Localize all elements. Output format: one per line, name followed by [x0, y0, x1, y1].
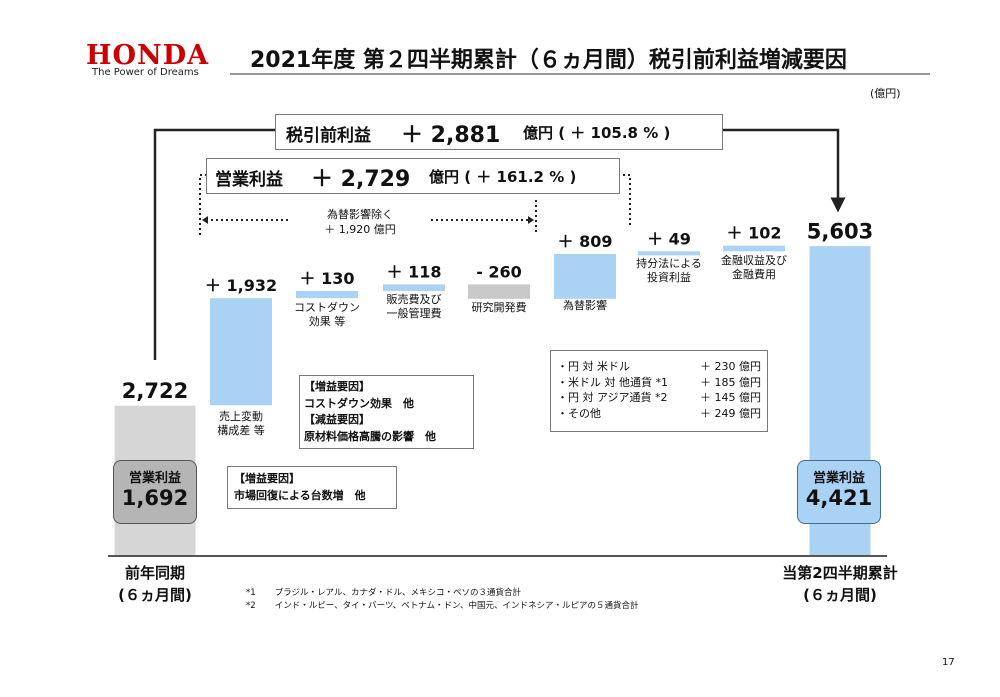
logo-tagline: The Power of Dreams	[92, 67, 199, 78]
fx-excl-arrow-right	[528, 216, 534, 224]
footnote-2: *2 インド・ルピー、タイ・バーツ、ベトナム・ドン、中国元、インドネシア・ルピア…	[246, 599, 639, 611]
op-connector-right	[618, 174, 631, 228]
fx-row-label: ・米ドル 対 他通貨 *1	[557, 375, 668, 389]
pretax-connector-left	[153, 128, 275, 360]
footnote-text: インド・ルピー、タイ・バーツ、ベトナム・ドン、中国元、インドネシア・ルピアの５通…	[274, 601, 639, 611]
honda-logo: HONDA	[86, 40, 210, 71]
sales-factors-line1: 【増益要因】	[234, 472, 300, 485]
title-underline	[230, 73, 930, 75]
op-label: 営業利益	[215, 170, 283, 190]
category-label: 効果 等	[309, 314, 346, 328]
waterfall-bar	[723, 245, 785, 252]
fx-row-label: ・その他	[557, 406, 601, 420]
current-op-value: 4,421	[805, 486, 873, 510]
op-annotation-box: 営業利益 ＋ 2,729 億円 ( ＋ 161.2 % )	[206, 158, 620, 194]
fx-row: ・円 対 アジア通貨 *2 ＋ 145 億円	[557, 390, 761, 406]
fx-breakdown-box: ・円 対 米ドル ＋ 230 億円 ・米ドル 対 他通貨 *1 ＋ 185 億円…	[550, 350, 768, 432]
category-label: 売上変動	[219, 409, 263, 423]
category-label: 構成差 等	[217, 423, 265, 437]
fx-row-value: ＋ 145 億円	[700, 391, 761, 404]
pretax-label: 税引前利益	[286, 126, 371, 146]
footnote-mark: *1	[246, 588, 256, 598]
data-label: ＋ 130	[300, 269, 355, 288]
footnote-1: *1 ブラジル・レアル、カナダ・ドル、メキシコ・ペソの３通貨合計	[246, 586, 521, 598]
current-op-label: 営業利益	[812, 471, 865, 486]
category-label: 投資利益	[647, 270, 691, 284]
cost-factors-box: 【増益要因】 コストダウン効果 他 【減益要因】 原材料価格高騰の影響 他	[299, 375, 474, 449]
waterfall-bar	[554, 254, 616, 299]
data-label: - 260	[476, 262, 522, 281]
cost-factors-line4: 原材料価格高騰の影響 他	[304, 429, 436, 443]
fx-row: ・米ドル 対 他通貨 *1 ＋ 185 億円	[557, 375, 761, 391]
category-label: 当第2四半期累計	[782, 564, 897, 582]
category-label: (６ヵ月間)	[803, 586, 877, 604]
data-label: 5,603	[807, 220, 873, 244]
fx-row-label: ・円 対 米ドル	[557, 360, 630, 373]
op-connector-left	[199, 174, 206, 235]
waterfall-bar	[210, 298, 272, 406]
footnote-text: ブラジル・レアル、カナダ・ドル、メキシコ・ペソの３通貨合計	[274, 588, 521, 598]
fx-exclusion-line2: ＋ 1,920 億円	[324, 223, 396, 236]
category-label: 研究開発費	[472, 300, 527, 314]
prior-op-value: 1,692	[121, 486, 189, 510]
category-label: 持分法による	[636, 256, 702, 270]
pretax-connector-right	[721, 128, 846, 213]
category-label: 販売費及び	[387, 292, 442, 306]
fx-exclusion-line1: 為替影響除く	[327, 208, 393, 221]
cost-factors-line1: 【増益要因】	[304, 380, 370, 393]
data-label: ＋ 49	[647, 229, 691, 248]
unit-label: (億円)	[870, 87, 901, 100]
category-label: 前年同期	[125, 564, 185, 582]
data-label: ＋ 809	[558, 232, 613, 251]
category-label: コストダウン	[294, 300, 360, 314]
fx-row-value: ＋ 185 億円	[700, 375, 761, 389]
prior-op-box: 営業利益 1,692	[113, 460, 197, 524]
category-label: 一般管理費	[387, 306, 442, 320]
data-label: ＋ 118	[387, 262, 442, 281]
data-label: 2,722	[122, 379, 188, 403]
category-label: (６ヵ月間)	[118, 586, 192, 604]
page-title: 2021年度 第２四半期累計（６ヵ月間）税引前利益増減要因	[250, 48, 847, 73]
waterfall-bar	[296, 290, 358, 299]
sales-factors-box: 【増益要因】 市場回復による台数増 他	[227, 466, 397, 509]
fx-row: ・円 対 米ドル ＋ 230 億円	[557, 359, 761, 375]
page-number: 17	[942, 657, 955, 668]
fx-row-value: ＋ 249 億円	[700, 406, 761, 420]
fx-exclusion-label: 為替影響除く ＋ 1,920 億円	[290, 207, 430, 237]
category-label: 金融費用	[732, 267, 776, 281]
prior-op-label: 営業利益	[128, 471, 181, 486]
pretax-delta: ＋ 2,881	[401, 123, 501, 148]
cost-factors-line3: 【減益要因】	[304, 413, 370, 426]
footnote-mark: *2	[246, 601, 256, 611]
pretax-annotation-box: 税引前利益 ＋ 2,881 億円 ( ＋ 105.8 % )	[275, 114, 723, 150]
waterfall-bar	[383, 284, 445, 291]
fx-row-label: ・円 対 アジア通貨 *2	[557, 391, 668, 404]
data-label: ＋ 102	[727, 224, 782, 243]
cost-factors-line2: コストダウン効果 他	[304, 396, 414, 410]
current-op-box: 営業利益 4,421	[797, 460, 881, 524]
op-delta: ＋ 2,729	[311, 167, 411, 192]
category-label: 金融収益及び	[721, 253, 787, 267]
sales-factors-line2: 市場回復による台数増 他	[234, 489, 366, 502]
op-unit-pct: 億円 ( ＋ 161.2 % )	[429, 168, 577, 186]
data-label: ＋ 1,932	[205, 276, 277, 295]
waterfall-bar	[468, 284, 530, 299]
fx-row: ・その他 ＋ 249 億円	[557, 406, 761, 422]
pretax-unit-pct: 億円 ( ＋ 105.8 % )	[523, 124, 671, 142]
waterfall-bar	[638, 251, 700, 256]
fx-row-value: ＋ 230 億円	[700, 360, 761, 373]
category-label: 為替影響	[563, 298, 607, 312]
fx-excl-arrow-left	[202, 216, 208, 224]
